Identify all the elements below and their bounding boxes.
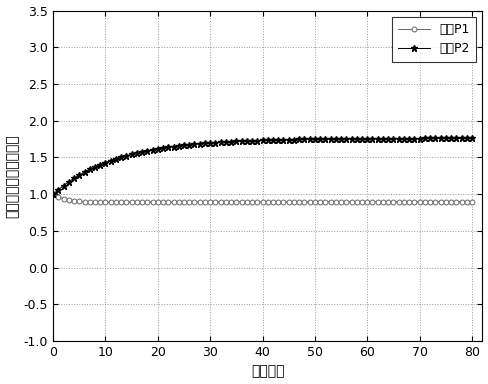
参数P1 (286, 199, 292, 204)
参数P2 (390, 136, 396, 141)
Legend: 参数P1, 参数P2: 参数P1, 参数P2 (392, 17, 476, 61)
参数P2 (312, 137, 318, 142)
参数P1 (469, 199, 475, 204)
参数P2 (281, 137, 286, 142)
Line: 参数P2: 参数P2 (50, 135, 475, 197)
参数P1 (50, 192, 56, 197)
参数P2 (427, 136, 433, 141)
参数P1 (365, 199, 370, 204)
参数P1 (417, 199, 423, 204)
参数P1 (396, 199, 402, 204)
参数P1 (432, 199, 438, 204)
参数P2 (359, 136, 365, 141)
Y-axis label: 参数相对初始值的变化: 参数相对初始值的变化 (5, 134, 20, 218)
X-axis label: 迭代次数: 迭代次数 (251, 364, 285, 379)
参数P1 (317, 199, 323, 204)
参数P2 (411, 136, 417, 141)
Line: 参数P1: 参数P1 (51, 192, 474, 205)
参数P2 (469, 136, 475, 141)
参数P2 (50, 192, 56, 197)
参数P1 (113, 200, 119, 205)
